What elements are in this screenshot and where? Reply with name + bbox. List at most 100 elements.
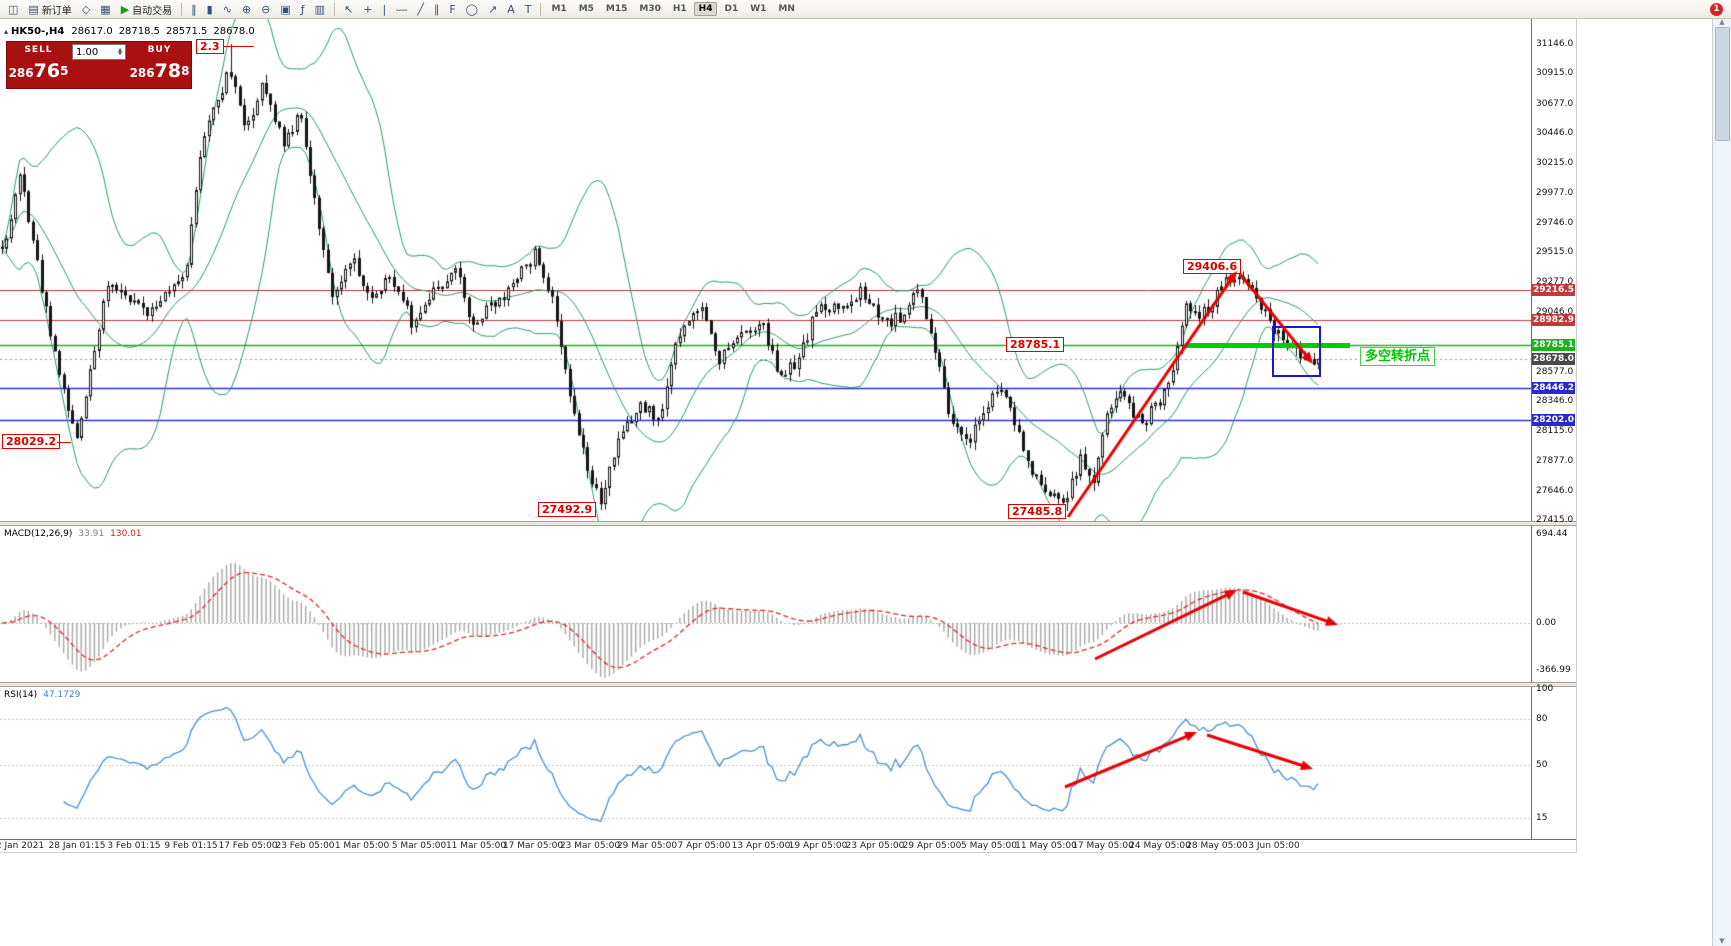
vertical-scrollbar[interactable]: ▲ ▼ — [1712, 18, 1731, 946]
autotrading-button[interactable]: ▶ 自动交易 — [117, 1, 176, 18]
left-level-callout[interactable]: 28029.2 — [2, 434, 61, 449]
spinner-down-icon[interactable]: ▼ — [118, 51, 122, 57]
sell-button[interactable]: SELL 286765 — [7, 42, 70, 88]
arrows-button[interactable]: ↗ — [484, 1, 501, 18]
price-axis-label: 29977.0 — [1536, 188, 1574, 199]
crosshair-button[interactable]: + — [359, 1, 376, 18]
timeframe-h4-button[interactable]: H4 — [693, 2, 718, 16]
trendline-button[interactable]: ╱ — [413, 1, 428, 18]
peak-price-callout[interactable]: 29406.6 — [1183, 259, 1242, 274]
line-chart-icon: ∿ — [222, 2, 232, 16]
trendline-icon: ╱ — [417, 2, 424, 16]
horizontal-line-button[interactable]: ― — [392, 1, 411, 18]
zoom-in-button[interactable]: ⊕ — [238, 1, 255, 18]
rsi-pane-separator[interactable] — [0, 682, 1576, 687]
candlestick-chart-button[interactable]: ▮ — [203, 1, 217, 18]
buy-button[interactable]: BUY 286788 — [128, 42, 191, 88]
scrollbar-down-icon[interactable]: ▼ — [1719, 937, 1725, 945]
focus-rectangle[interactable] — [1272, 326, 1321, 377]
templates-icon: ▥ — [314, 2, 326, 16]
scrollbar-up-icon[interactable]: ▲ — [1719, 18, 1725, 26]
text-label-button[interactable]: T — [521, 1, 536, 18]
level-price-callout[interactable]: 28785.1 — [1006, 337, 1065, 352]
main-chart-canvas[interactable] — [0, 19, 1531, 521]
turning-point-highlight-line[interactable] — [1185, 343, 1350, 348]
price-axis-label: 31146.0 — [1536, 39, 1574, 49]
time-axis-line — [0, 839, 1576, 840]
low2-price-callout[interactable]: 27485.8 — [1008, 504, 1067, 519]
timeframe-m15-button[interactable]: M15 — [605, 4, 628, 14]
new-order-button[interactable]: ▤ 新订单 — [24, 1, 75, 18]
buy-label: BUY — [147, 45, 172, 55]
fibonacci-button[interactable]: F — [445, 1, 459, 18]
autotrading-label: 自动交易 — [132, 5, 173, 17]
time-axis-label: 3 Feb 01:15 — [107, 841, 161, 851]
shapes-button[interactable]: ◯ — [462, 1, 482, 18]
timeframe-m1-button[interactable]: M1 — [551, 4, 567, 14]
text-button[interactable]: A — [503, 1, 519, 18]
horizontal-line-icon: ― — [396, 2, 408, 16]
symbol-label: HK50-,H4 — [11, 26, 65, 37]
timeframe-h1-button[interactable]: H1 — [672, 4, 687, 14]
indicators-button[interactable]: ƒ — [297, 1, 309, 18]
text-label-icon: T — [524, 2, 532, 16]
volume-input[interactable]: 1.00 ▲ ▼ — [72, 44, 126, 60]
price-axis-label: 27646.0 — [1536, 485, 1574, 496]
cursor-button[interactable]: ↖ — [340, 1, 357, 18]
sell-price: 286765 — [8, 60, 69, 82]
rsi-pane-canvas[interactable] — [0, 687, 1531, 839]
strategy-tester-icon: ▦ — [100, 2, 111, 16]
metaeditor-button[interactable]: ◇ — [78, 1, 94, 18]
timeframe-mn-button[interactable]: MN — [778, 4, 795, 14]
price-axis-label: 30446.0 — [1536, 128, 1574, 139]
time-axis-label: 17 Feb 05:00 — [218, 841, 278, 851]
timeframe-w1-button[interactable]: W1 — [750, 4, 767, 14]
time-axis-label: 17 May 05:00 — [1072, 841, 1134, 851]
new-chart-button[interactable]: ◫ — [4, 1, 22, 18]
arrows-icon: ↗ — [487, 2, 498, 16]
time-axis-label: 19 Apr 05:00 — [788, 841, 848, 851]
ohlc-collapse-icon[interactable]: ▴ — [4, 27, 9, 36]
price-axis-label: 30915.0 — [1536, 68, 1574, 79]
volume-spinner[interactable]: ▲ ▼ — [118, 48, 122, 57]
turning-point-label[interactable]: 多空转折点 — [1360, 347, 1436, 366]
spread-callout[interactable]: 2.3 — [196, 39, 224, 54]
time-axis-label: 7 Apr 05:00 — [677, 841, 731, 851]
low1-price-callout[interactable]: 27492.9 — [538, 502, 597, 517]
close-value: 28678.0 — [213, 26, 255, 37]
cursor-icon: ↖ — [344, 2, 354, 16]
time-axis-label: 29 Mar 05:00 — [616, 841, 678, 851]
toolbar-separator — [181, 2, 183, 16]
time-axis-label: 23 Mar 05:00 — [559, 841, 621, 851]
rsi-axis-label: 15 — [1536, 812, 1548, 823]
candlestick-chart-icon: ▮ — [206, 2, 213, 16]
price-level-tag: 28678.0 — [1532, 352, 1575, 365]
time-axis-label: 17 Mar 05:00 — [502, 841, 564, 851]
strategy-tester-button[interactable]: ▦ — [96, 1, 114, 18]
scrollbar-thumb[interactable] — [1715, 27, 1730, 141]
zoom-out-icon: ⊖ — [261, 2, 271, 16]
templates-button[interactable]: ▥ — [311, 1, 329, 18]
timeframe-m30-button[interactable]: M30 — [639, 4, 661, 14]
price-axis-label: 28346.0 — [1536, 396, 1574, 407]
bar-chart-button[interactable]: ‖ — [187, 1, 201, 18]
macd-axis-label: -366.99 — [1536, 665, 1571, 676]
macd-pane-canvas[interactable] — [0, 526, 1531, 682]
vertical-line-button[interactable]: | — [379, 1, 391, 18]
callout-tick-line — [57, 442, 71, 443]
one-click-trading-panel: SELL 286765 1.00 ▲ ▼ BUY 286788 — [6, 41, 192, 89]
tile-windows-button[interactable]: ▣ — [276, 1, 294, 18]
notification-badge[interactable]: 1 — [1710, 2, 1723, 16]
line-chart-button[interactable]: ∿ — [219, 1, 236, 18]
timeframe-d1-button[interactable]: D1 — [724, 4, 739, 14]
volume-value: 1.00 — [76, 46, 99, 58]
time-axis-label: 28 May 05:00 — [1186, 841, 1248, 851]
zoom-out-button[interactable]: ⊖ — [257, 1, 274, 18]
time-axis-label: 5 May 05:00 — [961, 841, 1017, 851]
macd-pane-separator[interactable] — [0, 521, 1576, 526]
text-icon: A — [507, 2, 515, 16]
time-axis-label: 23 Apr 05:00 — [845, 841, 905, 851]
timeframe-m5-button[interactable]: M5 — [578, 4, 594, 14]
equidistant-channel-button[interactable]: ∥ — [430, 1, 444, 18]
price-axis-label: 30215.0 — [1536, 157, 1574, 168]
